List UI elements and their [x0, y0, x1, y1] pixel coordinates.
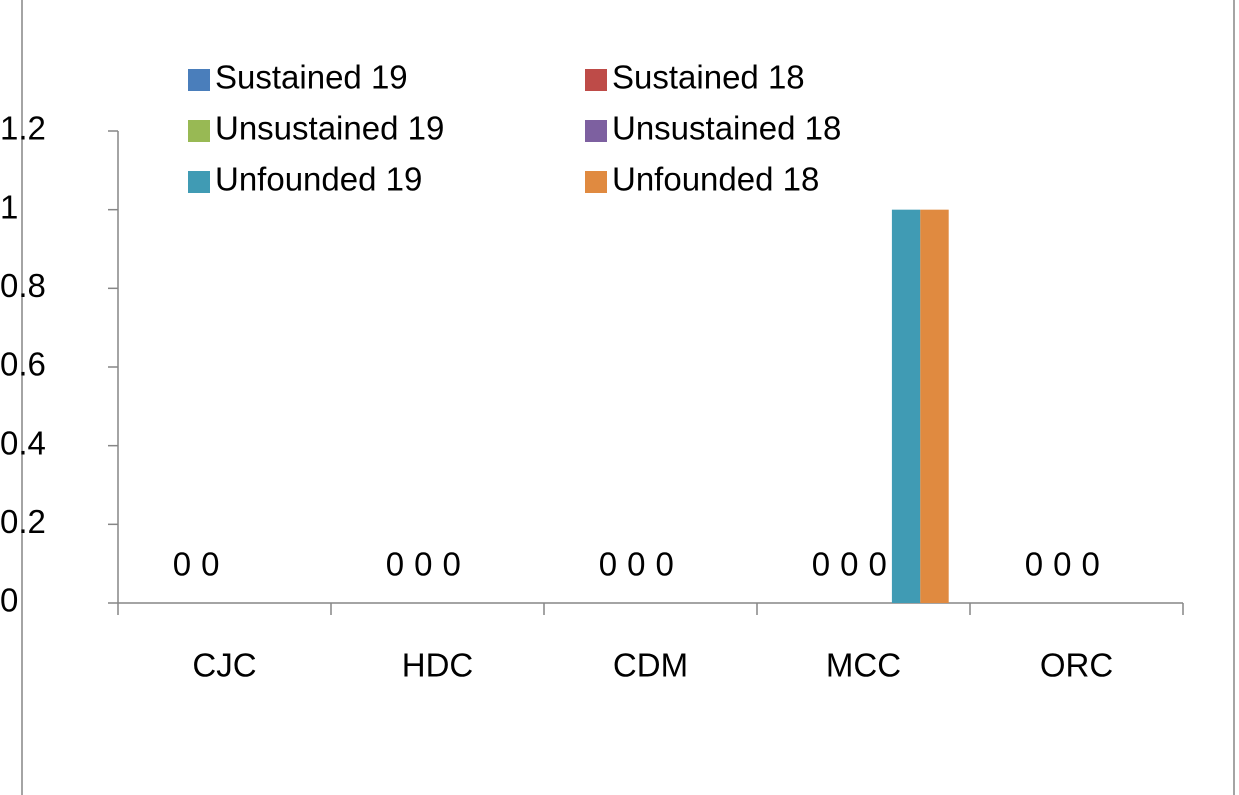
x-tick-label: ORC: [1040, 647, 1113, 684]
bar: [891, 209, 921, 603]
data-label: 0: [414, 546, 432, 583]
legend-swatch: [585, 120, 607, 142]
legend-swatch: [188, 69, 210, 91]
data-label: 0: [812, 546, 830, 583]
legend-label: Unfounded 18: [612, 161, 819, 198]
y-tick-label: 1.2: [0, 110, 46, 147]
x-tick-label: MCC: [826, 647, 901, 684]
x-tick-label: CJC: [192, 647, 256, 684]
y-tick-label: 0.4: [0, 424, 46, 461]
data-label: 0: [869, 546, 887, 583]
legend-swatch: [188, 171, 210, 193]
data-label: 0: [840, 546, 858, 583]
data-label: 0: [201, 546, 219, 583]
data-label: 0: [386, 546, 404, 583]
bar: [920, 209, 949, 603]
y-tick-label: 0.8: [0, 267, 46, 304]
data-label: 0: [443, 546, 461, 583]
legend-label: Sustained 19: [215, 59, 408, 96]
legend-swatch: [585, 171, 607, 193]
legend-label: Unfounded 19: [215, 161, 422, 198]
y-tick-label: 0: [0, 582, 18, 619]
legend-swatch: [188, 120, 210, 142]
legend-swatch: [585, 69, 607, 91]
y-tick-label: 1: [0, 188, 18, 225]
legend-label: Unsustained 19: [215, 110, 444, 147]
legend-label: Unsustained 18: [612, 110, 841, 147]
y-tick-label: 0.2: [0, 503, 46, 540]
data-label: 0: [1082, 546, 1100, 583]
data-label: 0: [599, 546, 617, 583]
legend-label: Sustained 18: [612, 59, 805, 96]
data-label: 0: [656, 546, 674, 583]
data-label: 0: [1053, 546, 1071, 583]
x-tick-label: HDC: [402, 647, 474, 684]
y-tick-label: 0.6: [0, 346, 46, 383]
data-label: 0: [1025, 546, 1043, 583]
x-tick-label: CDM: [613, 647, 688, 684]
data-label: 0: [627, 546, 645, 583]
data-label: 0: [173, 546, 191, 583]
